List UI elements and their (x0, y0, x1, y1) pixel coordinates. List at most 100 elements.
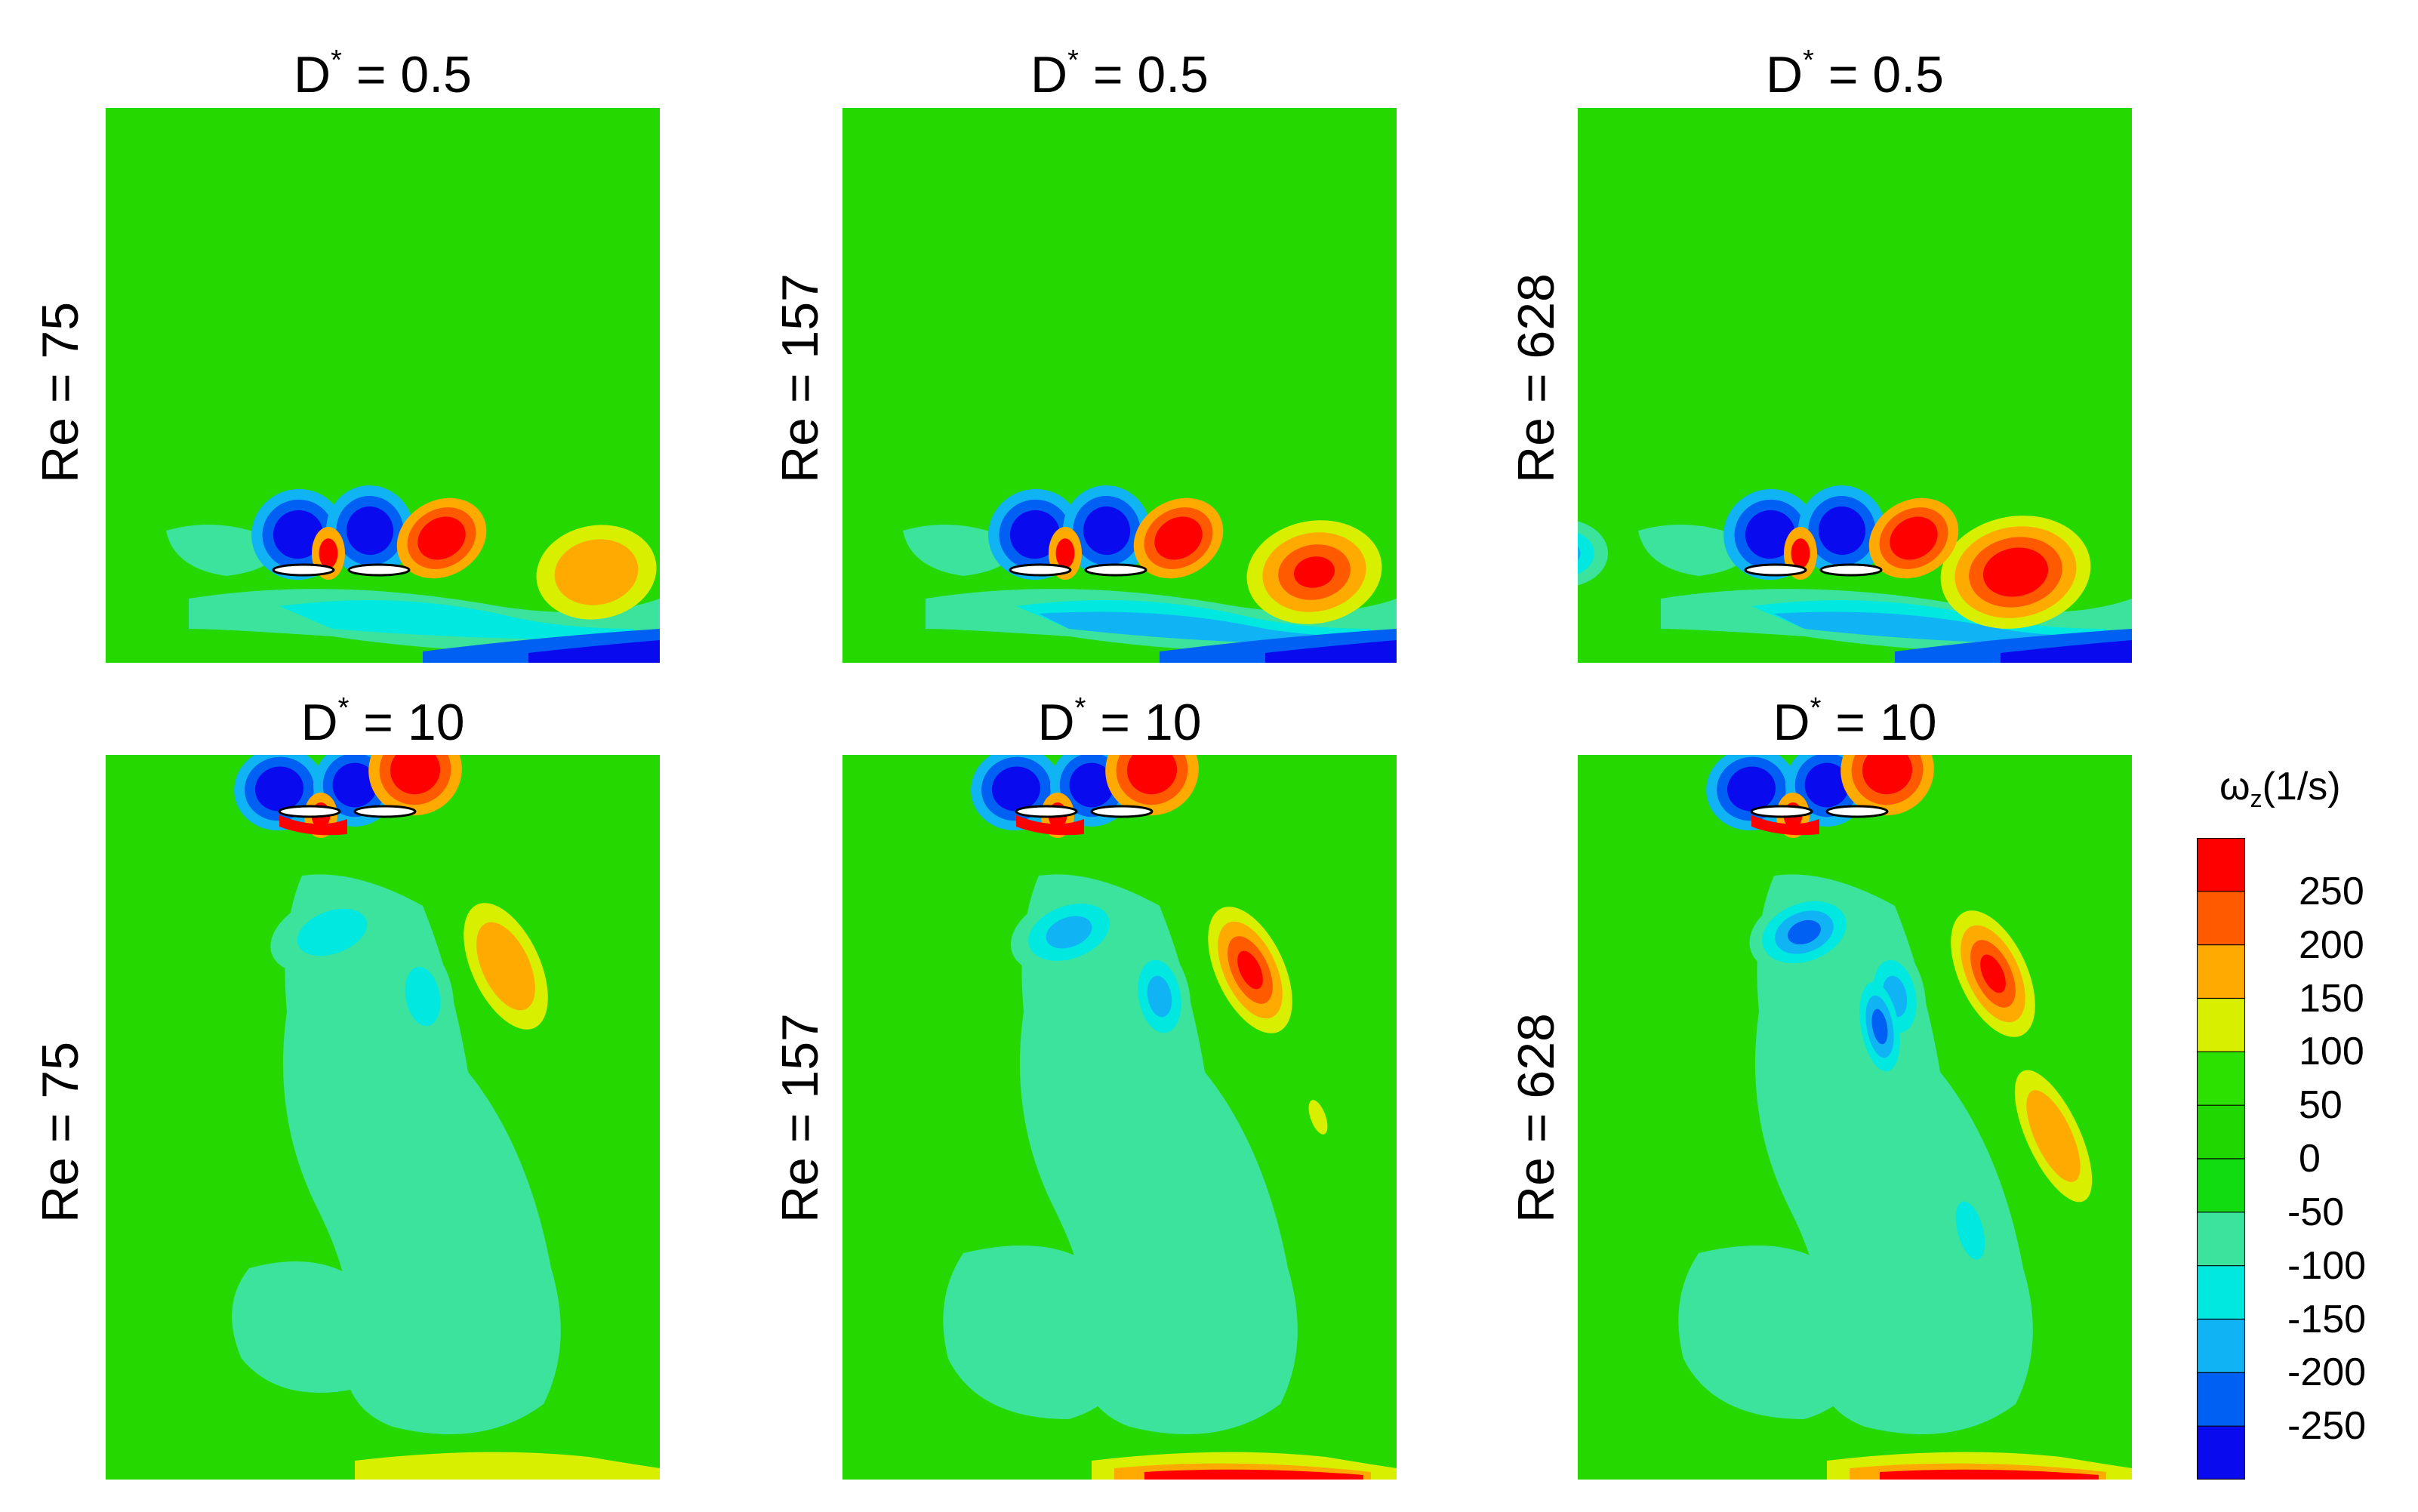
far-wake-teal-large (943, 1246, 1132, 1419)
wake-vortex-negative-4 (1859, 981, 1900, 1072)
left-wake-teal (903, 525, 1012, 576)
shed-vortex-positive (1208, 907, 1292, 1033)
panel-title-sup: * (337, 692, 350, 724)
panel-title-var: D (300, 694, 338, 751)
colorbar-swatches (2197, 838, 2245, 1480)
lev-lower-positive (1751, 815, 1819, 836)
panel-title-sup: * (1074, 692, 1086, 724)
tev-positive-2 (396, 497, 487, 579)
colorbar-swatch (2197, 1159, 2245, 1213)
tev-positive-2 (1868, 497, 1959, 579)
bottom-shear-layer-dark (2001, 640, 2132, 663)
colorbar-tick-label: -250 (2287, 1404, 2367, 1449)
bottom-shear-layer-dark (1265, 640, 1397, 663)
ground-vorticity-blue (1774, 611, 2099, 645)
vorticity-contour-field (1578, 755, 2132, 1480)
panel-title: D* = 10 (106, 678, 660, 753)
lev-negative-2 (1062, 485, 1151, 576)
reynolds-label: Re = 75 (32, 1041, 89, 1223)
wing-plate-2 (1819, 563, 1883, 577)
colorbar-title: ωz(1/s) (2219, 762, 2341, 823)
colorbar-swatch (2197, 1372, 2245, 1427)
colorbar-swatch (2197, 998, 2245, 1052)
tev-positive-2 (1133, 497, 1224, 579)
wing-plate-1 (1744, 563, 1807, 577)
colorbar-tick-label: 250 (2299, 869, 2364, 913)
wing-plate-1 (278, 805, 341, 818)
colorbar-tick-label: -100 (2287, 1243, 2367, 1288)
left-wake-teal (1638, 525, 1747, 576)
colorbar-title-sub: z (2250, 785, 2262, 812)
colorbar-swatch (2197, 891, 2245, 946)
panel-title-sup: * (1803, 45, 1814, 76)
small-positive-spot (1308, 1100, 1328, 1135)
wing-plate-1 (272, 563, 335, 577)
ground-vorticity-light (279, 600, 634, 640)
wing-plate-2 (1084, 563, 1147, 577)
far-wake-teal-large (1678, 1246, 1868, 1419)
panel-title-value: = 10 (349, 694, 465, 751)
wake-vortex-negative-2 (1128, 944, 1191, 1049)
shed-vortex-positive (464, 903, 548, 1030)
left-wake-vortex (1578, 521, 1608, 586)
panel-title-sup: * (1810, 692, 1822, 724)
tev-positive-2 (1840, 755, 1934, 816)
tev-positive-2 (1105, 755, 1199, 816)
vorticity-contour-field (106, 755, 660, 1480)
panel-title: D* = 10 (1578, 678, 2132, 753)
colorbar-tick-label: -50 (2287, 1190, 2345, 1234)
panel-title-sup: * (1067, 45, 1079, 76)
panel-title: D* = 10 (842, 678, 1397, 753)
colorbar-tick-label: 100 (2299, 1030, 2364, 1074)
wing-plate-1 (1009, 563, 1072, 577)
panel-title-value: = 0.5 (1813, 46, 1944, 103)
wake-vortex-negative (1749, 891, 1859, 973)
reynolds-label: Re = 628 (1508, 1013, 1565, 1223)
wake-vortex-negative (270, 890, 394, 975)
panel-title-value: = 10 (1086, 694, 1202, 751)
panel-title: D* = 0.5 (106, 30, 660, 105)
left-wake-teal (166, 525, 275, 576)
colorbar-swatch (2197, 1105, 2245, 1159)
panel-title-value: = 10 (1821, 694, 1937, 751)
bottom-shear-layer-dark (528, 640, 660, 663)
shed-vortex-positive (536, 525, 657, 620)
reynolds-label: Re = 75 (32, 301, 89, 483)
wing-plate-1 (1015, 805, 1078, 818)
wing-plate-2 (1825, 805, 1889, 818)
colorbar-tick-label: 50 (2299, 1083, 2343, 1128)
colorbar-title-main: ω (2219, 765, 2250, 808)
wing-plate-2 (347, 563, 411, 577)
far-wake-teal (232, 1261, 389, 1393)
wake-vortex-negative-2 (391, 944, 454, 1049)
ground-vorticity-blue (1039, 611, 1363, 645)
vorticity-contour-field (842, 108, 1397, 663)
lev-negative-2 (325, 485, 414, 576)
panel-title-var: D (1766, 46, 1803, 103)
colorbar-frame (2197, 838, 2245, 1480)
ground-positive-core (1144, 1469, 1363, 1480)
shed-vortex-positive (1951, 910, 2035, 1037)
colorbar-tick-label: 200 (2299, 922, 2364, 967)
vorticity-contour-field (1578, 108, 2132, 663)
wing-plate-2 (1090, 805, 1154, 818)
ground-positive-core (1880, 1469, 2099, 1480)
reynolds-label: Re = 628 (1508, 273, 1565, 483)
colorbar-tick-label: 150 (2299, 976, 2364, 1021)
lev-lower-positive (279, 815, 347, 836)
panel-title-value: = 0.5 (341, 46, 472, 103)
colorbar-swatch (2197, 1265, 2245, 1320)
panel-title: D* = 0.5 (1578, 30, 2132, 105)
vorticity-contour-field (842, 755, 1397, 1480)
panel-title-sup: * (331, 45, 342, 76)
panel-title-var: D (1037, 694, 1075, 751)
wake-vortex-negative (1010, 891, 1128, 974)
colorbar-tick-label: -200 (2287, 1350, 2367, 1395)
lev-negative-2 (1797, 485, 1887, 576)
colorbar-tick-label: -150 (2287, 1297, 2367, 1341)
wing-plate-2 (353, 805, 417, 818)
colorbar-legend: ωz(1/s) 250 200 150 100 50 0 -50 -100 -150 -200 -2… (2182, 762, 2408, 1487)
ground-positive-layer-inner (377, 1463, 634, 1480)
colorbar-swatch (2197, 1052, 2245, 1106)
